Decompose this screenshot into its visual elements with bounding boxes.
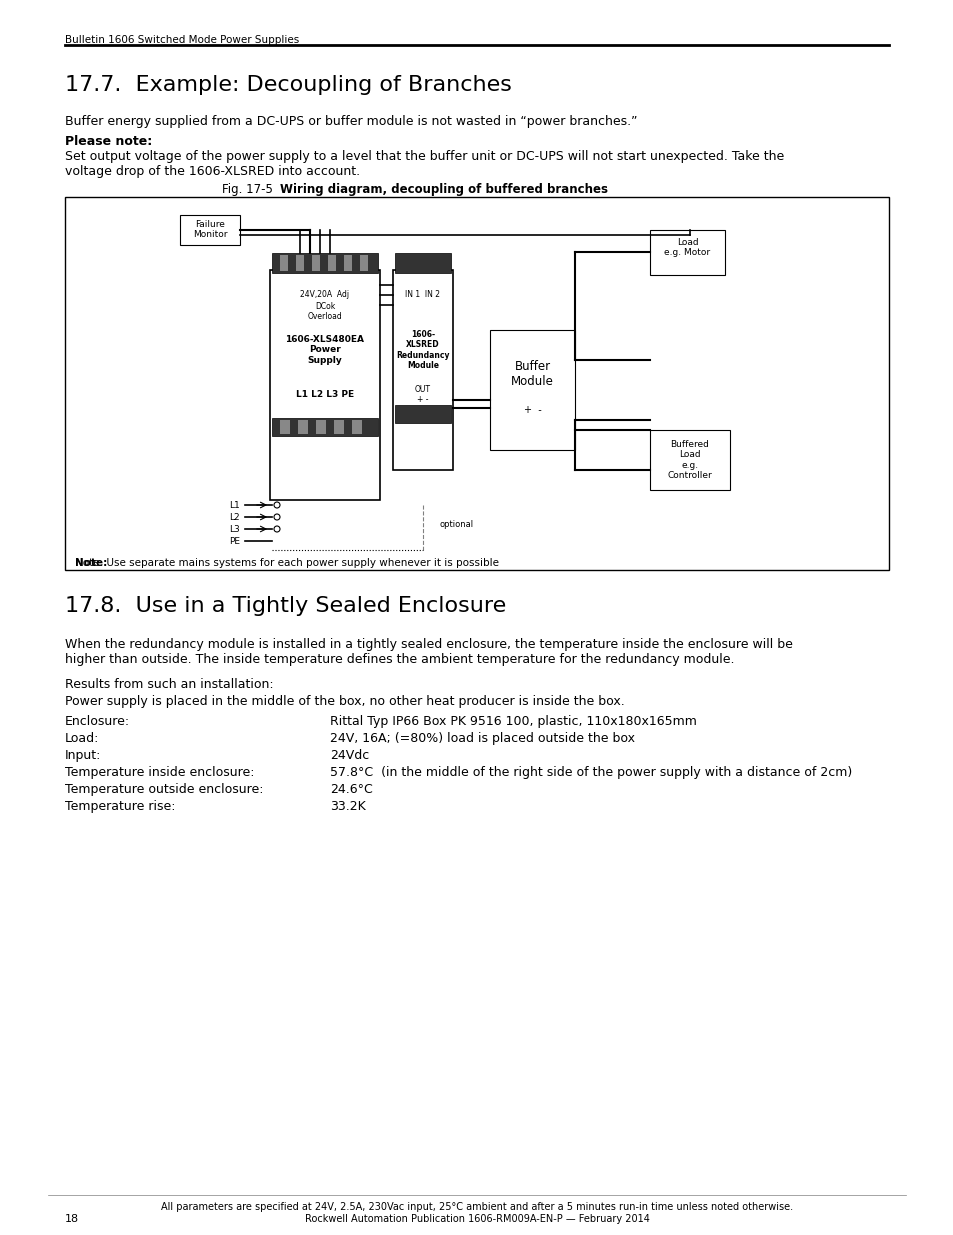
Text: 17.8.  Use in a Tightly Sealed Enclosure: 17.8. Use in a Tightly Sealed Enclosure xyxy=(65,597,506,616)
Text: Bulletin 1606 Switched Mode Power Supplies: Bulletin 1606 Switched Mode Power Suppli… xyxy=(65,35,299,44)
Bar xyxy=(270,270,379,500)
Text: Rockwell Automation Publication 1606-RM009A-EN-P — February 2014: Rockwell Automation Publication 1606-RM0… xyxy=(304,1214,649,1224)
Bar xyxy=(65,198,888,571)
Text: Rittal Typ IP66 Box PK 9516 100, plastic, 110x180x165mm: Rittal Typ IP66 Box PK 9516 100, plastic… xyxy=(330,715,696,727)
Bar xyxy=(393,270,453,471)
Text: Load
e.g. Motor: Load e.g. Motor xyxy=(663,238,710,257)
Text: Results from such an installation:: Results from such an installation: xyxy=(65,678,274,692)
Text: 17.7.  Example: Decoupling of Branches: 17.7. Example: Decoupling of Branches xyxy=(65,75,512,95)
Bar xyxy=(280,254,288,270)
Text: L2: L2 xyxy=(229,513,240,521)
Text: 1606-
XLSRED
Redundancy
Module: 1606- XLSRED Redundancy Module xyxy=(395,330,449,370)
Text: Note: Use separate mains systems for each power supply whenever it is possible: Note: Use separate mains systems for eac… xyxy=(75,558,498,568)
Text: Buffer energy supplied from a DC-UPS or buffer module is not wasted in “power br: Buffer energy supplied from a DC-UPS or … xyxy=(65,115,637,128)
Text: Input:: Input: xyxy=(65,748,101,762)
Text: 24V,20A  Adj: 24V,20A Adj xyxy=(300,290,349,299)
Text: Fig. 17-5: Fig. 17-5 xyxy=(221,183,280,196)
Bar xyxy=(312,254,319,270)
Text: optional: optional xyxy=(439,520,474,529)
Text: DCok
Overload: DCok Overload xyxy=(307,303,342,321)
Bar xyxy=(359,254,368,270)
Text: 24V, 16A; (=80%) load is placed outside the box: 24V, 16A; (=80%) load is placed outside … xyxy=(330,732,635,745)
Text: Failure
Monitor: Failure Monitor xyxy=(193,220,227,240)
Text: Buffer
Module: Buffer Module xyxy=(511,359,554,388)
Text: 33.2K: 33.2K xyxy=(330,800,365,813)
Bar xyxy=(334,420,344,433)
Bar xyxy=(272,253,377,273)
Text: 24.6°C: 24.6°C xyxy=(330,783,373,797)
Text: 18: 18 xyxy=(65,1214,79,1224)
Bar xyxy=(180,215,240,245)
Bar xyxy=(395,405,451,424)
Circle shape xyxy=(274,501,280,508)
Text: L3: L3 xyxy=(229,525,240,534)
Text: Load:: Load: xyxy=(65,732,99,745)
Text: PE: PE xyxy=(229,536,240,546)
Text: +  -: + - xyxy=(523,405,540,415)
Bar xyxy=(649,230,724,275)
Bar xyxy=(344,254,352,270)
Circle shape xyxy=(274,526,280,532)
Bar xyxy=(280,420,290,433)
Text: IN 1  IN 2: IN 1 IN 2 xyxy=(405,290,440,299)
Text: 57.8°C  (in the middle of the right side of the power supply with a distance of : 57.8°C (in the middle of the right side … xyxy=(330,766,851,779)
Text: When the redundancy module is installed in a tightly sealed enclosure, the tempe: When the redundancy module is installed … xyxy=(65,638,792,666)
Bar xyxy=(315,420,326,433)
Bar xyxy=(352,420,361,433)
Text: Enclosure:: Enclosure: xyxy=(65,715,130,727)
Text: 1606-XLS480EA
Power
Supply: 1606-XLS480EA Power Supply xyxy=(285,335,364,364)
Text: All parameters are specified at 24V, 2.5A, 230Vac input, 25°C ambient and after : All parameters are specified at 24V, 2.5… xyxy=(161,1202,792,1212)
Text: Temperature inside enclosure:: Temperature inside enclosure: xyxy=(65,766,254,779)
Text: 24Vdc: 24Vdc xyxy=(330,748,369,762)
Text: Temperature rise:: Temperature rise: xyxy=(65,800,175,813)
Bar xyxy=(395,253,451,273)
Text: L1: L1 xyxy=(229,500,240,510)
Bar xyxy=(272,417,377,436)
Bar xyxy=(295,254,304,270)
Bar xyxy=(297,420,308,433)
Bar xyxy=(649,430,729,490)
Text: Please note:: Please note: xyxy=(65,135,152,148)
Text: L1 L2 L3 PE: L1 L2 L3 PE xyxy=(295,390,354,399)
Text: Temperature outside enclosure:: Temperature outside enclosure: xyxy=(65,783,263,797)
Text: Set output voltage of the power supply to a level that the buffer unit or DC-UPS: Set output voltage of the power supply t… xyxy=(65,149,783,178)
Text: Note:: Note: xyxy=(75,558,107,568)
Text: Wiring diagram, decoupling of buffered branches: Wiring diagram, decoupling of buffered b… xyxy=(280,183,607,196)
Text: Power supply is placed in the middle of the box, no other heat producer is insid: Power supply is placed in the middle of … xyxy=(65,695,624,708)
Bar xyxy=(490,330,575,450)
Bar xyxy=(328,254,335,270)
Text: OUT
+ -: OUT + - xyxy=(415,385,431,404)
Text: Buffered
Load
e.g.
Controller: Buffered Load e.g. Controller xyxy=(667,440,712,480)
Circle shape xyxy=(274,514,280,520)
